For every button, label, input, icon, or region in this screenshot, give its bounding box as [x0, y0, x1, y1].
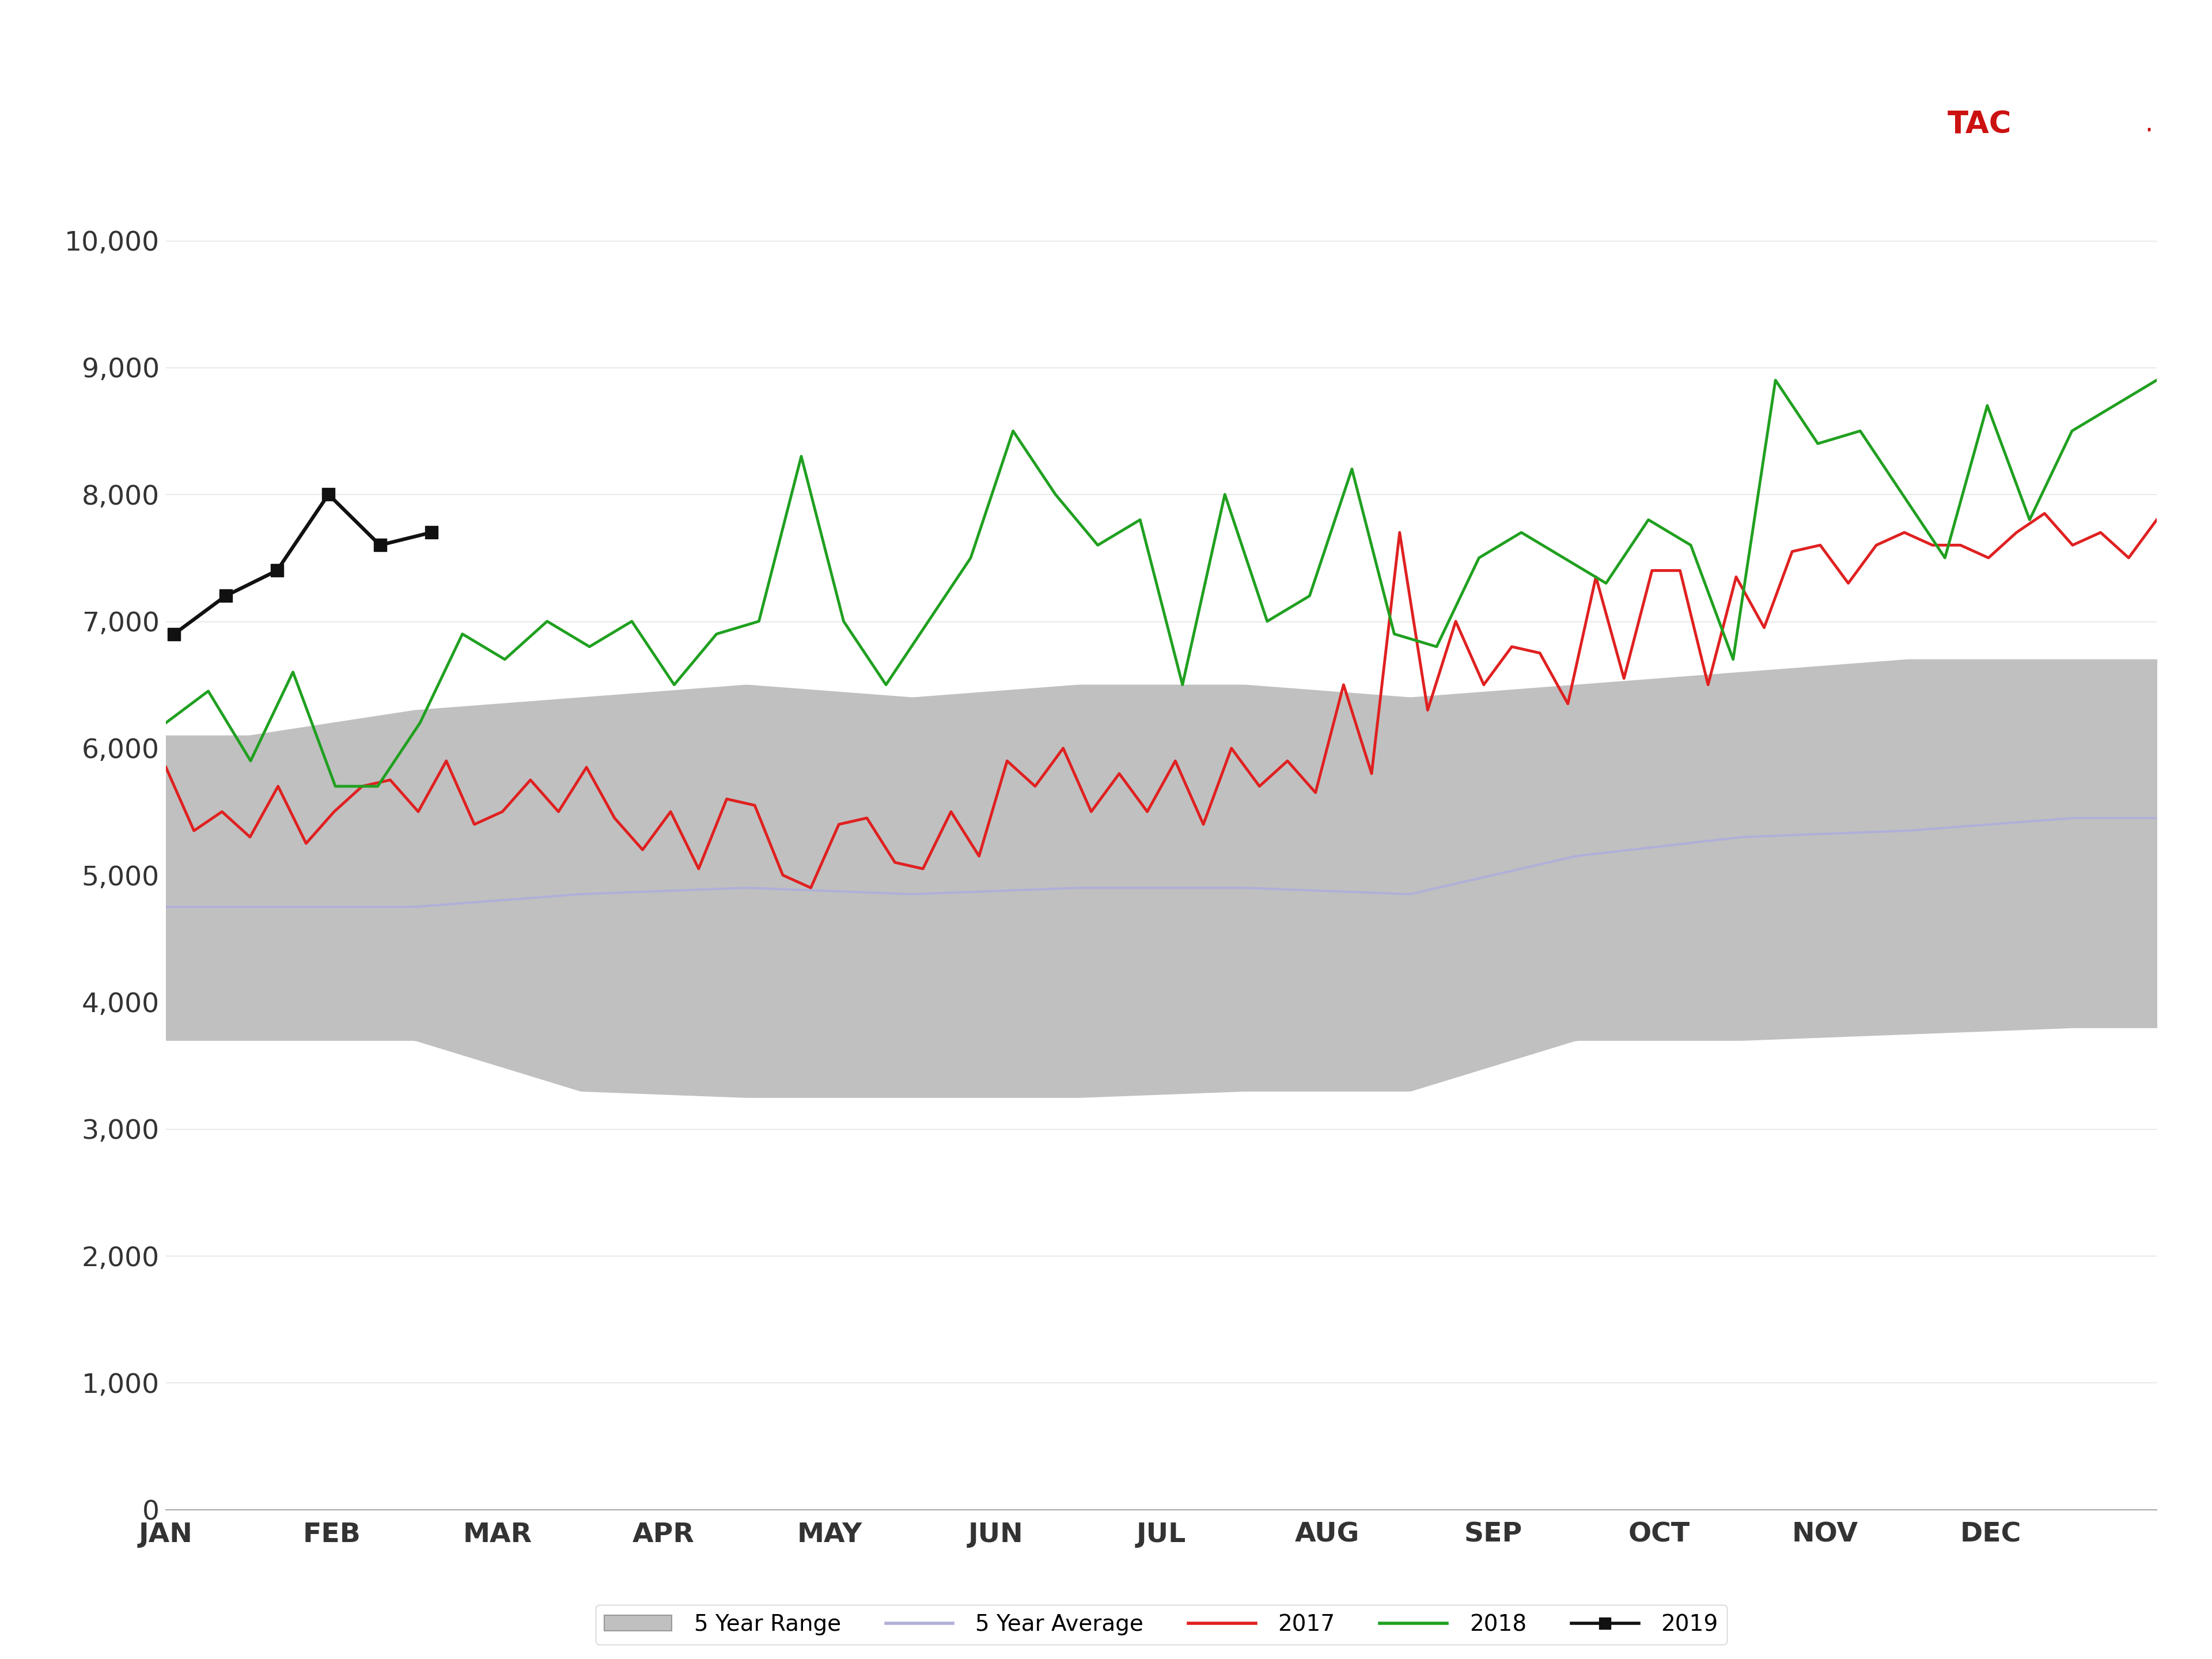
- Line: 5 Year Average: 5 Year Average: [166, 818, 2157, 907]
- 2018: [661, 675, 688, 695]
- 2017: [2031, 503, 2057, 523]
- Text: TAC: TAC: [1947, 109, 2013, 139]
- 2018: [153, 713, 179, 733]
- 2018: [1721, 649, 1747, 669]
- 2018: [703, 624, 730, 644]
- 2018: [533, 611, 560, 630]
- 2018: [407, 713, 434, 733]
- 2018: [491, 649, 518, 669]
- Legend: 5 Year Range, 5 Year Average, 2017, 2018, 2019: 5 Year Range, 5 Year Average, 2017, 2018…: [595, 1604, 1728, 1644]
- 2018: [237, 752, 263, 771]
- 2017: [2143, 509, 2170, 529]
- 2018: [916, 611, 942, 630]
- Text: .: .: [2146, 113, 2152, 136]
- 2018: [1593, 574, 1619, 594]
- 2018: [1338, 460, 1365, 479]
- 5 Year Average: [153, 898, 179, 917]
- 2018: [1763, 370, 1790, 390]
- 2018: [1042, 484, 1068, 504]
- 2018: [958, 547, 984, 567]
- 2018: [1931, 547, 1958, 567]
- 2018: [1380, 624, 1407, 644]
- Line: 2019: 2019: [168, 488, 438, 640]
- 2019: [212, 586, 239, 606]
- 2017: [153, 757, 179, 776]
- 2017: [854, 808, 880, 828]
- 2018: [2017, 509, 2044, 529]
- 2019: [161, 624, 188, 644]
- 2018: [365, 776, 392, 796]
- 2018: [1212, 484, 1239, 504]
- 2018: [1509, 523, 1535, 542]
- 2019: [367, 536, 394, 556]
- 2018: [1422, 637, 1449, 657]
- 2018: [575, 637, 602, 657]
- 2018: [1551, 547, 1577, 567]
- 2018: [1084, 536, 1110, 556]
- 2019: [263, 561, 290, 581]
- 2018: [449, 624, 476, 644]
- 5 Year Average: [1097, 878, 1124, 898]
- 2017: [1526, 644, 1553, 664]
- 2018: [2143, 370, 2170, 390]
- 2018: [1000, 421, 1026, 441]
- 2018: [619, 611, 646, 630]
- 5 Year Average: [2064, 808, 2090, 828]
- 2018: [874, 675, 900, 695]
- 5 Year Average: [1338, 883, 1365, 902]
- 2018: [1254, 611, 1281, 630]
- 2017: [2004, 523, 2031, 542]
- 2018: [2101, 395, 2128, 415]
- 5 Year Average: [1230, 878, 1256, 898]
- 2017: [434, 752, 460, 771]
- 2018: [323, 776, 349, 796]
- 5 Year Average: [1110, 878, 1137, 898]
- 2019: [314, 484, 341, 504]
- 2018: [195, 682, 221, 702]
- 2019: [418, 523, 445, 542]
- 2018: [1296, 586, 1323, 606]
- Line: 2018: 2018: [166, 380, 2157, 786]
- 2017: [1303, 783, 1329, 803]
- 2018: [1973, 395, 2000, 415]
- 2018: [830, 611, 856, 630]
- 2018: [1467, 547, 1493, 567]
- 2018: [1635, 509, 1661, 529]
- 5 Year Average: [2099, 808, 2126, 828]
- 2018: [1847, 421, 1874, 441]
- 2018: [1126, 509, 1152, 529]
- Line: 2017: 2017: [166, 513, 2157, 888]
- Text: energy: energy: [2044, 113, 2132, 136]
- 5 Year Average: [1785, 825, 1812, 844]
- Text: TOTAL US PETROLEUM   EXPORTS (MB/DAY): TOTAL US PETROLEUM EXPORTS (MB/DAY): [613, 105, 1630, 144]
- 2018: [745, 611, 772, 630]
- 2018: [1677, 536, 1703, 556]
- 2017: [799, 878, 825, 898]
- 2018: [1889, 484, 1916, 504]
- 2018: [2059, 421, 2086, 441]
- 2018: [1805, 433, 1832, 453]
- 2018: [787, 446, 814, 466]
- 2017: [1442, 611, 1469, 630]
- 2018: [279, 662, 305, 682]
- 5 Year Average: [2143, 808, 2170, 828]
- 2018: [1170, 675, 1197, 695]
